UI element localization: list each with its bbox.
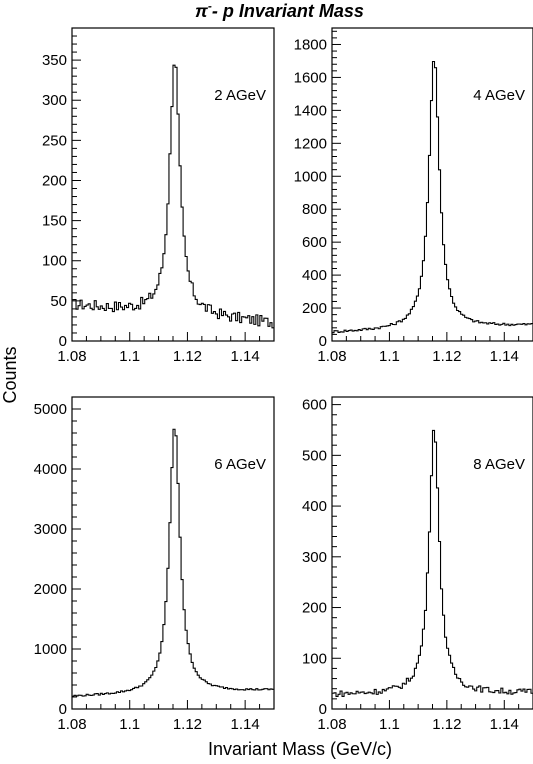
panel-bottom-right: 1.08 1.1 1.12 1.14 0 100 200 300 400 500 600 8 AGeV bbox=[302, 396, 533, 733]
y-tick-label: 600 bbox=[302, 397, 327, 414]
y-tick-label: 0 bbox=[319, 701, 327, 718]
histogram-line bbox=[332, 429, 533, 697]
y-tick-label: 3000 bbox=[34, 521, 67, 538]
y-tick-label: 1200 bbox=[294, 135, 327, 152]
energy-label: 6 AGeV bbox=[214, 456, 266, 473]
y-tick-label: 800 bbox=[302, 201, 327, 218]
x-tick-label: 1.12 bbox=[173, 716, 202, 733]
histogram-line bbox=[332, 60, 533, 334]
y-tick-label: 0 bbox=[319, 333, 327, 350]
x-tick-label: 1.12 bbox=[173, 348, 202, 365]
x-tick-label: 1.14 bbox=[231, 716, 260, 733]
x-tick-label: 1.08 bbox=[57, 716, 86, 733]
y-tick-label: 200 bbox=[302, 300, 327, 317]
y-tick-label: 400 bbox=[302, 267, 327, 284]
y-tick-label: 250 bbox=[42, 132, 67, 149]
y-tick-label: 100 bbox=[42, 253, 67, 270]
panels: 1.08 1.1 1.12 1.14 0 50 100 150 200 250 300 350 2 AG… bbox=[34, 27, 533, 733]
panel-top-right: 1.08 1.1 1.12 1.14 0 200 400 600 800 1000 1200 1400… bbox=[294, 27, 533, 365]
y-tick-label: 300 bbox=[302, 549, 327, 566]
y-tick-label: 50 bbox=[50, 293, 67, 310]
y-tick-label: 1600 bbox=[294, 69, 327, 86]
y-tick-label: 2000 bbox=[34, 581, 67, 598]
energy-label: 2 AGeV bbox=[214, 87, 266, 104]
x-tick-label: 1.1 bbox=[119, 716, 140, 733]
x-tick-label: 1.1 bbox=[379, 716, 400, 733]
y-tick-label: 1000 bbox=[34, 641, 67, 658]
y-tick-label: 1400 bbox=[294, 102, 327, 119]
x-tick-label: 1.12 bbox=[432, 348, 461, 365]
histogram-line bbox=[72, 428, 274, 697]
y-tick-label: 4000 bbox=[34, 461, 67, 478]
x-tick-label: 1.14 bbox=[490, 348, 519, 365]
y-tick-label: 0 bbox=[59, 701, 67, 718]
x-axis-title: Invariant Mass (GeV/c) bbox=[208, 739, 392, 759]
y-tick-label: 200 bbox=[302, 600, 327, 617]
y-tick-label: 150 bbox=[42, 213, 67, 230]
panel-top-left: 1.08 1.1 1.12 1.14 0 50 100 150 200 250 300 350 2 AG… bbox=[42, 27, 275, 365]
y-tick-label: 200 bbox=[42, 172, 67, 189]
panel-bottom-left: 1.08 1.1 1.12 1.14 0 1000 2000 3000 4000 5000 6 AG… bbox=[34, 396, 275, 733]
histogram-line bbox=[72, 64, 274, 329]
y-tick-label: 400 bbox=[302, 498, 327, 515]
x-tick-label: 1.14 bbox=[231, 348, 260, 365]
y-tick-label: 0 bbox=[59, 333, 67, 350]
figure-title: π-- p Invariant Mass bbox=[195, 0, 364, 21]
energy-label: 8 AGeV bbox=[473, 456, 525, 473]
x-tick-label: 1.1 bbox=[119, 348, 140, 365]
energy-label: 4 AGeV bbox=[473, 87, 525, 104]
y-tick-label: 100 bbox=[302, 650, 327, 667]
x-tick-label: 1.08 bbox=[57, 348, 86, 365]
y-tick-label: 600 bbox=[302, 234, 327, 251]
y-tick-label: 350 bbox=[42, 52, 67, 69]
x-tick-label: 1.12 bbox=[432, 716, 461, 733]
y-tick-label: 500 bbox=[302, 447, 327, 464]
y-tick-label: 1000 bbox=[294, 168, 327, 185]
y-axis-title: Counts bbox=[0, 346, 20, 403]
y-tick-label: 300 bbox=[42, 92, 67, 109]
x-tick-label: 1.08 bbox=[317, 716, 346, 733]
y-tick-label: 5000 bbox=[34, 401, 67, 418]
x-tick-label: 1.08 bbox=[317, 348, 346, 365]
x-tick-label: 1.1 bbox=[379, 348, 400, 365]
y-tick-label: 1800 bbox=[294, 36, 327, 53]
x-tick-label: 1.14 bbox=[490, 716, 519, 733]
